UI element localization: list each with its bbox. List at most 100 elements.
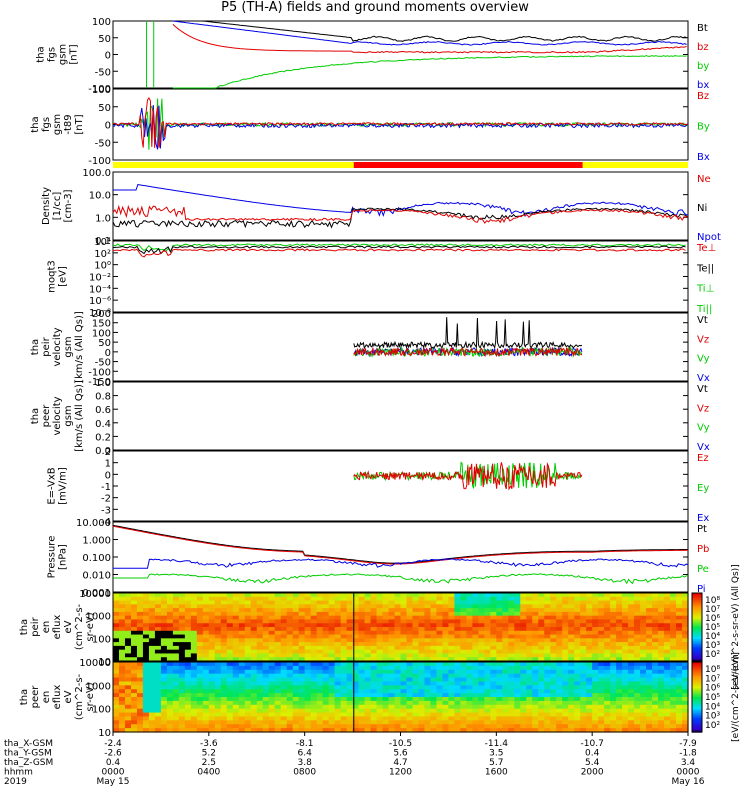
spectrogram-cell bbox=[364, 627, 372, 632]
spectrogram-cell bbox=[184, 608, 192, 613]
spectrogram-cell bbox=[658, 708, 665, 714]
spectrogram-cell bbox=[652, 712, 659, 718]
spectrogram-cell bbox=[424, 600, 432, 605]
spectrogram-cell bbox=[622, 685, 629, 690]
spectrogram-cell bbox=[118, 708, 126, 714]
spectrogram-cell bbox=[526, 677, 533, 683]
spectrogram-cell bbox=[388, 593, 396, 598]
spectrogram-cell bbox=[454, 685, 461, 690]
series-Ni bbox=[112, 207, 689, 229]
spectrogram-cell bbox=[478, 669, 485, 675]
spectrogram-cell bbox=[646, 685, 653, 690]
spectrogram-cell bbox=[424, 638, 432, 643]
spectrogram-cell bbox=[490, 600, 497, 605]
spectrogram-cell bbox=[436, 653, 444, 658]
spectrogram-cell bbox=[586, 649, 593, 655]
spectrogram-cell bbox=[202, 642, 210, 647]
spectrogram-cell bbox=[262, 665, 270, 671]
spectrogram-cell bbox=[460, 649, 467, 655]
spectrogram-cell bbox=[484, 712, 491, 718]
y-tick-label: 10⁻⁶ bbox=[89, 296, 111, 307]
spectrogram-cell bbox=[478, 685, 485, 690]
spectrogram-cell bbox=[304, 693, 312, 698]
spectrogram-cell bbox=[352, 611, 360, 617]
spectrogram-cell bbox=[568, 600, 575, 605]
spectrogram-cell bbox=[274, 611, 282, 617]
spectrogram-cell bbox=[220, 724, 228, 729]
spectrogram-cell bbox=[286, 693, 294, 698]
spectrogram-cell bbox=[448, 693, 456, 698]
spectrogram-cell bbox=[214, 728, 222, 733]
spectrogram-cell bbox=[628, 608, 635, 613]
spectrogram-cell bbox=[340, 604, 348, 609]
spectrogram-cell bbox=[622, 596, 629, 602]
spectrogram-cell bbox=[190, 669, 198, 675]
spectrogram-cell bbox=[280, 627, 288, 632]
spectrogram-cell bbox=[268, 645, 276, 651]
spectrogram-cell bbox=[232, 638, 240, 643]
spectrogram-cell bbox=[268, 677, 276, 683]
spectrogram-cell bbox=[394, 608, 402, 613]
colorbar-cell bbox=[692, 623, 702, 626]
spectrogram-cell bbox=[538, 627, 545, 632]
colorbar-cell bbox=[692, 716, 702, 719]
spectrogram-cell bbox=[340, 608, 348, 613]
spectrogram-cell bbox=[616, 653, 623, 658]
spectrogram-cell bbox=[628, 704, 635, 710]
spectrogram-cell bbox=[190, 619, 198, 624]
spectrogram-cell bbox=[394, 697, 402, 702]
spectrogram-cell bbox=[256, 685, 264, 690]
spectrogram-cell bbox=[496, 693, 503, 698]
spectrogram-cell bbox=[574, 700, 581, 706]
spectrogram-cell bbox=[424, 728, 432, 733]
spectrogram-cell bbox=[382, 645, 390, 651]
spectrogram-cell bbox=[448, 700, 456, 706]
spectrogram-cell bbox=[358, 665, 366, 671]
spectrogram-cell bbox=[256, 681, 264, 686]
spectrogram-cell bbox=[208, 669, 216, 675]
spectrogram-cell bbox=[526, 596, 533, 602]
spectrogram-cell bbox=[664, 673, 671, 679]
spectrogram-cell bbox=[652, 634, 659, 639]
spectrogram-cell bbox=[526, 728, 533, 733]
spectrogram-cell bbox=[574, 681, 581, 686]
spectrogram-cell bbox=[418, 649, 426, 655]
spectrogram-cell bbox=[280, 593, 288, 598]
colorbar-tick-label: 10⁶ bbox=[705, 614, 720, 624]
spectrogram-cell bbox=[550, 608, 557, 613]
spectrogram-cell bbox=[676, 638, 683, 643]
spectrogram-cell bbox=[514, 681, 521, 686]
spectrogram-cell bbox=[166, 704, 174, 710]
spectrogram-cell bbox=[238, 623, 246, 628]
spectrogram-cell bbox=[118, 685, 126, 690]
spectrogram-cell bbox=[520, 677, 527, 683]
spectrogram-cell bbox=[484, 689, 491, 694]
series-Pe bbox=[113, 573, 689, 585]
spectrogram-cell bbox=[682, 627, 689, 632]
spectrogram-cell bbox=[424, 700, 432, 706]
spectrogram-cell bbox=[334, 720, 342, 725]
spectrogram-cell bbox=[502, 697, 509, 702]
spectrogram-cell bbox=[610, 627, 617, 632]
spectrogram-cell bbox=[592, 728, 599, 733]
spectrogram-cell bbox=[166, 697, 174, 702]
spectrogram-cell bbox=[274, 712, 282, 718]
spectrogram-cell bbox=[376, 608, 384, 613]
spectrogram-cell bbox=[448, 638, 456, 643]
spectrogram-cell bbox=[346, 697, 354, 702]
spectrogram-cell bbox=[520, 708, 527, 714]
spectrogram-cell bbox=[460, 596, 467, 602]
spectrogram-cell bbox=[238, 724, 246, 729]
spectrogram-cell bbox=[304, 623, 312, 628]
spectrogram-cell bbox=[526, 604, 533, 609]
spectrogram-cell bbox=[142, 704, 150, 710]
spectrogram-cell bbox=[370, 642, 378, 647]
spectrogram-cell bbox=[640, 712, 647, 718]
spectrogram-cell bbox=[376, 700, 384, 706]
spectrogram-cell bbox=[436, 689, 444, 694]
spectrogram-cell bbox=[232, 662, 240, 667]
spectrogram-cell bbox=[244, 665, 252, 671]
spectrogram-cell bbox=[226, 724, 234, 729]
spectrogram-cell bbox=[658, 700, 665, 706]
spectrogram-cell bbox=[430, 657, 438, 662]
